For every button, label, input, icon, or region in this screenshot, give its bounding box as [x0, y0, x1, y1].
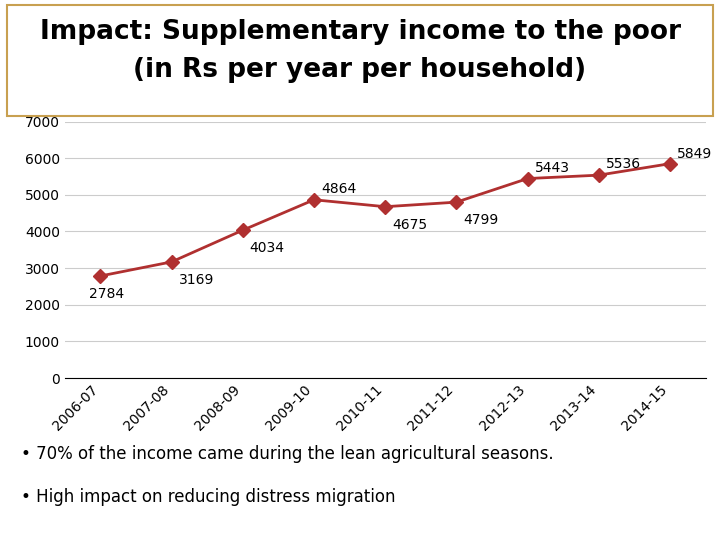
Text: • High impact on reducing distress migration: • High impact on reducing distress migra…: [22, 488, 396, 506]
Text: 5536: 5536: [606, 157, 641, 171]
Text: 4864: 4864: [321, 182, 356, 196]
Text: 2784: 2784: [89, 287, 125, 301]
Text: 5443: 5443: [534, 160, 570, 174]
Text: 5849: 5849: [677, 147, 712, 161]
Text: Impact: Supplementary income to the poor: Impact: Supplementary income to the poor: [40, 19, 680, 45]
Text: (in Rs per year per household): (in Rs per year per household): [133, 57, 587, 83]
Text: 3169: 3169: [179, 273, 214, 287]
Text: 4799: 4799: [464, 213, 498, 227]
Text: 4675: 4675: [392, 218, 427, 232]
Text: 4034: 4034: [250, 241, 284, 255]
Text: • 70% of the income came during the lean agricultural seasons.: • 70% of the income came during the lean…: [22, 445, 554, 463]
